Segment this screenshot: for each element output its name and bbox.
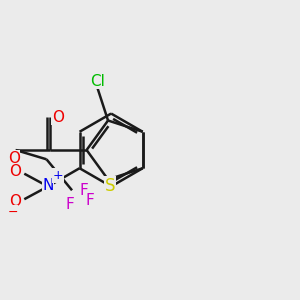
Text: O: O <box>9 194 21 208</box>
Text: O: O <box>9 164 21 179</box>
Text: F: F <box>86 193 94 208</box>
Text: O: O <box>8 151 20 166</box>
Text: −: − <box>8 206 18 218</box>
Text: O: O <box>52 110 64 125</box>
Text: F: F <box>66 196 75 211</box>
Text: +: + <box>53 169 64 182</box>
Text: N: N <box>42 178 54 193</box>
Text: Cl: Cl <box>91 74 106 88</box>
Text: F: F <box>79 183 88 198</box>
Text: S: S <box>105 177 115 195</box>
